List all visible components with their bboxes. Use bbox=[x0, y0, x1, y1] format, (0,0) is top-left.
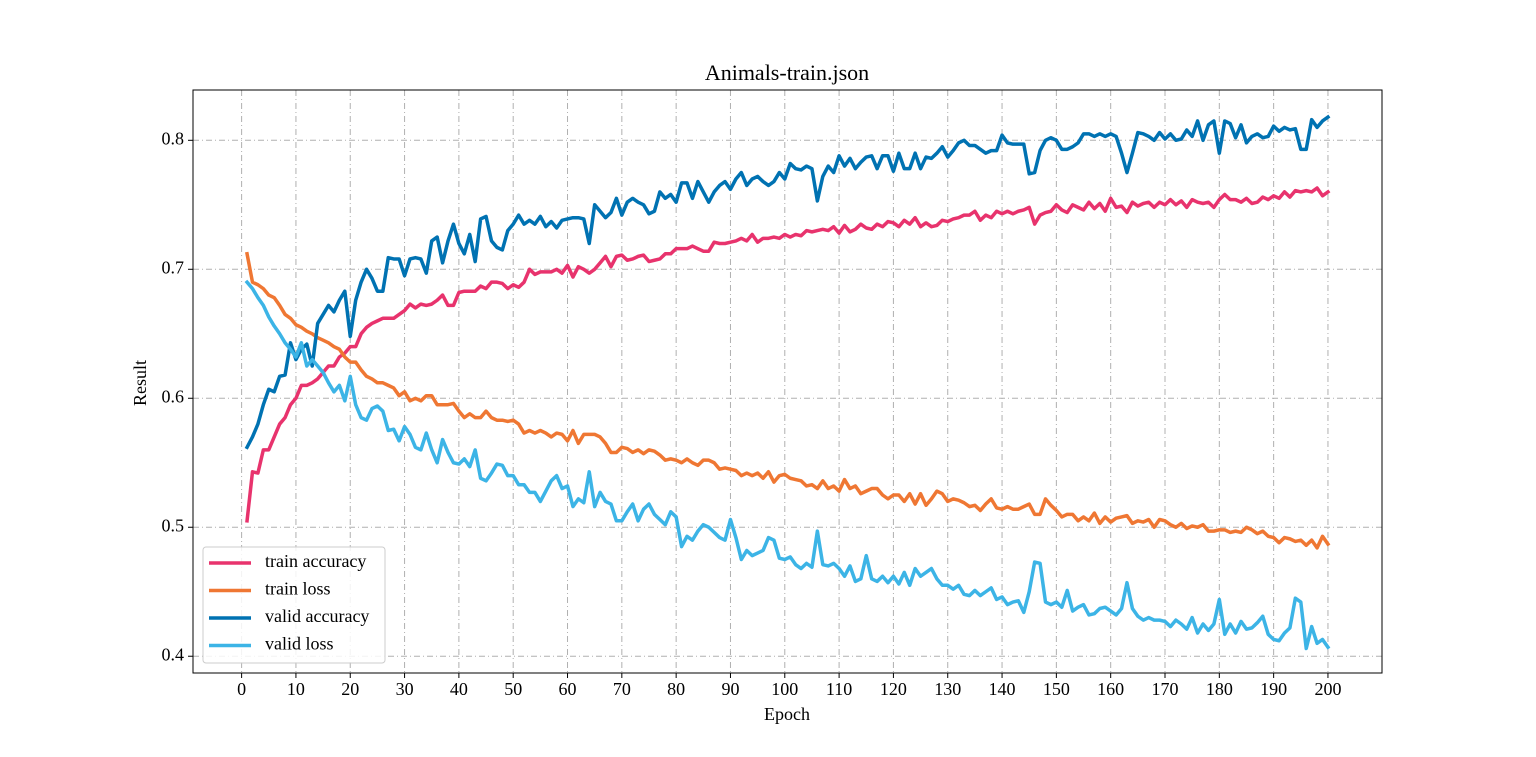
x-tick-label: 10 bbox=[287, 679, 305, 699]
x-tick-label: 90 bbox=[721, 679, 739, 699]
x-tick-label: 180 bbox=[1206, 679, 1233, 699]
x-tick-label: 120 bbox=[880, 679, 907, 699]
legend-label: valid accuracy bbox=[265, 606, 369, 626]
x-tick-label: 170 bbox=[1152, 679, 1179, 699]
x-tick-label: 70 bbox=[613, 679, 631, 699]
x-tick-label: 30 bbox=[396, 679, 414, 699]
series-line bbox=[244, 279, 1331, 651]
x-tick-label: 100 bbox=[771, 679, 798, 699]
x-tick-label: 190 bbox=[1260, 679, 1287, 699]
series-line bbox=[245, 251, 1331, 550]
y-tick-label: 0.4 bbox=[162, 644, 185, 664]
chart-title: Animals-train.json bbox=[705, 60, 869, 85]
legend: train accuracy train loss valid accuracy va… bbox=[202, 546, 386, 664]
y-tick-label: 0.6 bbox=[162, 386, 185, 406]
y-tick-label: 0.8 bbox=[162, 128, 185, 148]
legend-label: valid loss bbox=[265, 634, 334, 654]
y-axis-label: Result bbox=[130, 360, 150, 406]
plot-frame bbox=[192, 89, 1383, 674]
x-tick-label: 140 bbox=[989, 679, 1016, 699]
x-tick-label: 40 bbox=[450, 679, 468, 699]
x-tick-label: 20 bbox=[341, 679, 359, 699]
series-line bbox=[244, 114, 1331, 450]
x-tick-label: 200 bbox=[1314, 679, 1341, 699]
x-tick-label: 80 bbox=[667, 679, 685, 699]
legend-label: train accuracy bbox=[265, 551, 366, 571]
x-axis-label: Epoch bbox=[764, 704, 810, 724]
x-tick-label: 60 bbox=[559, 679, 577, 699]
x-tick-label: 110 bbox=[826, 679, 852, 699]
x-tick-label: 160 bbox=[1097, 679, 1124, 699]
x-tick-label: 130 bbox=[934, 679, 961, 699]
legend-label: train loss bbox=[265, 579, 331, 599]
legend-box bbox=[202, 546, 386, 664]
y-tick-label: 0.5 bbox=[162, 515, 185, 535]
x-tick-label: 50 bbox=[504, 679, 522, 699]
series-line bbox=[245, 186, 1331, 523]
y-tick-label: 0.7 bbox=[162, 257, 185, 277]
x-tick-label: 0 bbox=[237, 679, 246, 699]
x-tick-label: 150 bbox=[1043, 679, 1070, 699]
